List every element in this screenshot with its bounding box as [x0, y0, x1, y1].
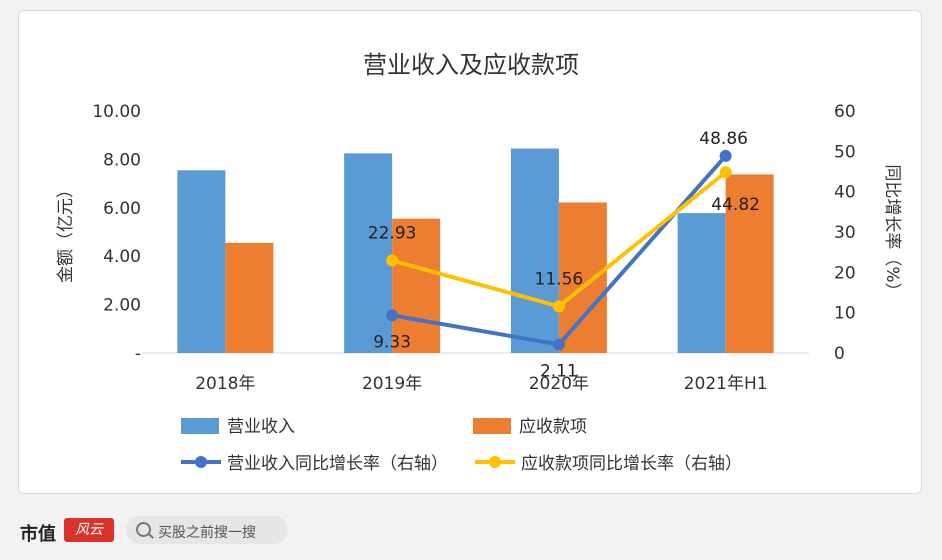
category-label: 2018年	[195, 374, 255, 394]
growth-point	[552, 338, 565, 351]
growth-point	[552, 300, 565, 313]
right-tick-label: 50	[834, 142, 856, 162]
right-tick-label: 30	[834, 223, 856, 243]
brand-name: 市值	[20, 524, 56, 545]
legend-label: 营业收入	[227, 417, 295, 437]
bar-revenue	[344, 153, 393, 353]
right-tick-label: 20	[834, 263, 856, 283]
data-label: 44.82	[711, 195, 760, 215]
bar-revenue	[177, 170, 226, 353]
growth-point	[386, 254, 399, 267]
bar-receivables	[392, 218, 441, 353]
bar-receivables	[225, 242, 274, 353]
data-label: 2.11	[540, 361, 578, 381]
search-icon	[136, 522, 151, 537]
right-tick-label: 0	[834, 344, 845, 364]
right-tick-label: 40	[834, 183, 856, 203]
left-axis-label: 金额（亿元）	[56, 181, 76, 283]
left-tick-label: 8.00	[103, 150, 141, 170]
left-tick-label: 10.00	[92, 102, 141, 122]
chart-title: 营业收入及应收款项	[363, 51, 579, 79]
data-label: 22.93	[368, 224, 417, 244]
legend-label: 营业收入同比增长率（右轴）	[227, 454, 448, 474]
bar-receivables	[558, 202, 607, 353]
category-label: 2019年	[362, 374, 422, 394]
search-box[interactable]: 买股之前搜一搜	[126, 516, 288, 544]
brand-logo: 风云	[64, 518, 114, 542]
chart-svg: 营业收入及应收款项 - 2.00 4.00 6.00 8.00 10.00 0 10 20 30 40…	[56, 51, 902, 474]
legend-label: 应收款项	[519, 417, 587, 437]
category-label: 2021年H1	[684, 374, 768, 394]
right-tick-label: 60	[834, 102, 856, 122]
left-tick-label: 4.00	[103, 247, 141, 267]
right-tick-label: 10	[834, 304, 856, 324]
left-tick-label: -	[135, 344, 141, 364]
legend-swatch	[473, 418, 511, 434]
left-tick-label: 6.00	[103, 199, 141, 219]
legend-marker	[195, 456, 207, 468]
growth-point	[719, 149, 732, 162]
search-placeholder: 买股之前搜一搜	[158, 525, 256, 541]
bar-revenue	[677, 213, 726, 353]
data-label: 48.86	[699, 129, 748, 149]
right-axis-label: 同比增长率（%）	[882, 164, 902, 299]
data-label: 9.33	[373, 332, 411, 352]
chart-card: 营业收入及应收款项 - 2.00 4.00 6.00 8.00 10.00 0 10 20 30 40…	[18, 10, 922, 494]
footer-bar: 市值 风云 买股之前搜一搜	[0, 500, 942, 560]
growth-point	[386, 309, 399, 322]
bar-receivables	[725, 174, 774, 353]
legend-label: 应收款项同比增长率（右轴）	[521, 454, 742, 474]
legend-swatch	[181, 418, 219, 434]
data-label: 11.56	[535, 269, 584, 289]
growth-point	[719, 166, 732, 179]
category-label: 2020年	[529, 374, 589, 394]
legend-marker	[489, 456, 501, 468]
bar-revenue	[510, 148, 559, 353]
left-tick-label: 2.00	[103, 296, 141, 316]
